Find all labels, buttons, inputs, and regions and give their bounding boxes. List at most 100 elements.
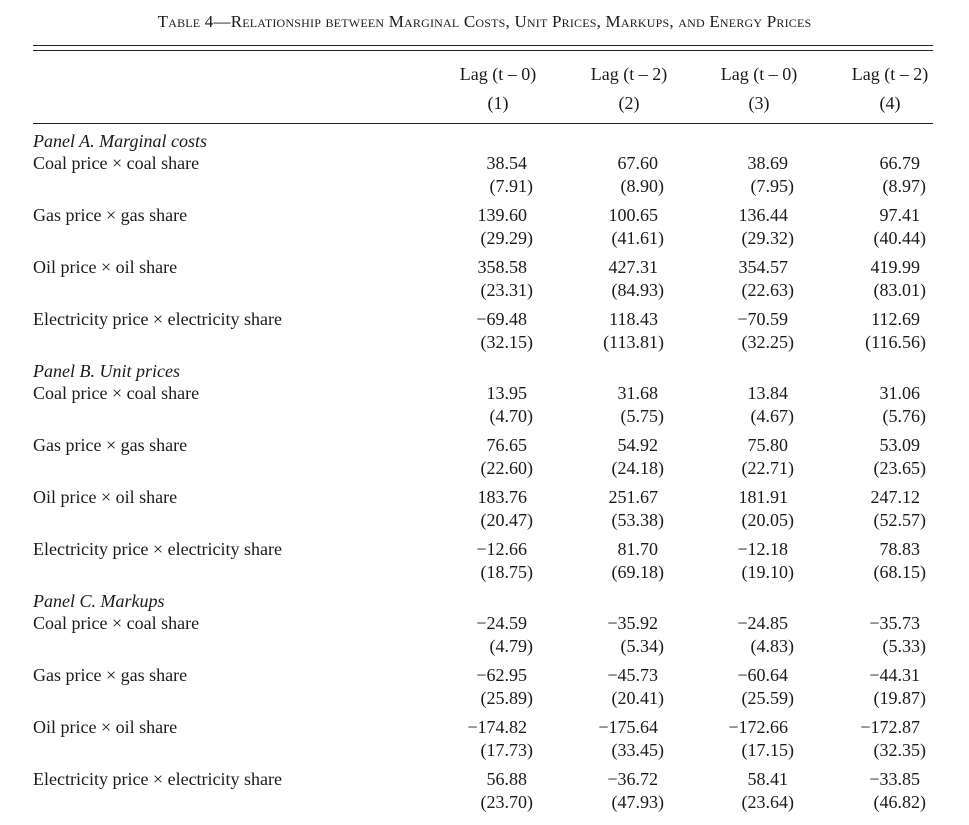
standard-error-cell: (20.41) — [611, 688, 665, 708]
coefficient-cell: −36.72 — [607, 769, 658, 789]
coefficient-cell: −69.48 — [476, 309, 527, 329]
coefficient-cell: 67.60 — [617, 153, 659, 173]
coefficient-cell: 81.70 — [617, 539, 659, 559]
coefficient-cell: 181.91 — [738, 487, 789, 507]
coefficient-cell: 13.84 — [747, 383, 789, 403]
coefficient-cell: 13.95 — [486, 383, 528, 403]
standard-error-cell: (22.60) — [480, 458, 534, 478]
coefficient-cell: 78.83 — [879, 539, 921, 559]
coefficient-cell: 247.12 — [870, 487, 921, 507]
coefficient-cell: 31.68 — [617, 383, 659, 403]
standard-error-cell: (17.15) — [741, 740, 795, 760]
top-rule-2 — [33, 50, 933, 51]
standard-error-cell: (113.81) — [603, 332, 664, 352]
standard-error-cell: (18.75) — [480, 562, 534, 582]
coefficient-cell: 136.44 — [738, 205, 789, 225]
standard-error-cell: (7.95) — [750, 176, 795, 196]
column-header-lag-4: Lag (t – 2) — [851, 64, 929, 84]
standard-error-cell: (23.70) — [480, 792, 534, 812]
standard-error-cell: (25.59) — [741, 688, 795, 708]
standard-error-cell: (5.34) — [620, 636, 665, 656]
table-title-text: Table 4—Relationship between Marginal Co… — [157, 12, 812, 31]
coefficient-cell: −35.92 — [607, 613, 658, 633]
standard-error-cell: (23.31) — [480, 280, 534, 300]
row-label: Oil price × oil share — [33, 257, 178, 277]
coefficient-cell: −44.31 — [869, 665, 920, 685]
standard-error-cell: (5.33) — [882, 636, 927, 656]
coefficient-cell: 76.65 — [486, 435, 528, 455]
row-label: Gas price × gas share — [33, 435, 188, 455]
row-label: Oil price × oil share — [33, 717, 178, 737]
standard-error-cell: (5.76) — [882, 406, 927, 426]
standard-error-cell: (47.93) — [611, 792, 665, 812]
standard-error-cell: (83.01) — [873, 280, 927, 300]
row-label: Gas price × gas share — [33, 665, 188, 685]
standard-error-cell: (22.71) — [741, 458, 795, 478]
coefficient-cell: 251.67 — [608, 487, 659, 507]
coefficient-cell: −24.59 — [476, 613, 527, 633]
coefficient-cell: 118.43 — [609, 309, 658, 329]
standard-error-cell: (19.10) — [741, 562, 795, 582]
standard-error-cell: (8.97) — [882, 176, 927, 196]
row-label: Electricity price × electricity share — [33, 539, 283, 559]
coefficient-cell: −45.73 — [607, 665, 658, 685]
coefficient-cell: 66.79 — [879, 153, 921, 173]
coefficient-cell: −24.85 — [737, 613, 788, 633]
standard-error-cell: (69.18) — [611, 562, 665, 582]
table-title: Table 4—Relationship between Marginal Co… — [0, 12, 969, 32]
coefficient-cell: 354.57 — [738, 257, 789, 277]
row-label: Coal price × coal share — [33, 613, 200, 633]
coefficient-cell: −70.59 — [737, 309, 788, 329]
column-header-number-4: (4) — [879, 93, 901, 113]
standard-error-cell: (23.64) — [741, 792, 795, 812]
standard-error-cell: (32.15) — [480, 332, 534, 352]
standard-error-cell: (20.47) — [480, 510, 534, 530]
coefficient-cell: −174.82 — [467, 717, 527, 737]
coefficient-cell: 427.31 — [608, 257, 659, 277]
row-label: Coal price × coal share — [33, 153, 200, 173]
column-header-number-3: (3) — [748, 93, 770, 113]
standard-error-cell: (52.57) — [873, 510, 927, 530]
standard-error-cell: (32.35) — [873, 740, 927, 760]
coefficient-cell: −33.85 — [869, 769, 920, 789]
row-label: Gas price × gas share — [33, 205, 188, 225]
coefficient-cell: 183.76 — [477, 487, 528, 507]
column-header-lag-3: Lag (t – 0) — [720, 64, 798, 84]
standard-error-cell: (17.73) — [480, 740, 534, 760]
standard-error-cell: (68.15) — [873, 562, 927, 582]
standard-error-cell: (53.38) — [611, 510, 665, 530]
standard-error-cell: (7.91) — [489, 176, 534, 196]
coefficient-cell: 139.60 — [477, 205, 528, 225]
panel-label: Panel A. Marginal costs — [33, 131, 207, 151]
coefficient-cell: −60.64 — [737, 665, 788, 685]
standard-error-cell: (22.63) — [741, 280, 795, 300]
coefficient-cell: 31.06 — [879, 383, 921, 403]
coefficient-cell: 100.65 — [608, 205, 659, 225]
row-label: Oil price × oil share — [33, 487, 178, 507]
standard-error-cell: (29.29) — [480, 228, 534, 248]
standard-error-cell: (4.79) — [489, 636, 534, 656]
row-label: Electricity price × electricity share — [33, 309, 283, 329]
standard-error-cell: (8.90) — [620, 176, 665, 196]
row-label: Coal price × coal share — [33, 383, 200, 403]
standard-error-cell: (4.67) — [750, 406, 795, 426]
column-header-number-1: (1) — [487, 93, 509, 113]
row-label: Electricity price × electricity share — [33, 769, 283, 789]
standard-error-cell: (25.89) — [480, 688, 534, 708]
coefficient-cell: −35.73 — [869, 613, 920, 633]
coefficient-cell: −172.66 — [728, 717, 788, 737]
standard-error-cell: (5.75) — [620, 406, 665, 426]
coefficient-cell: 97.41 — [879, 205, 921, 225]
coefficient-cell: −12.18 — [737, 539, 788, 559]
panel-label: Panel C. Markups — [33, 591, 165, 611]
coefficient-cell: 419.99 — [870, 257, 921, 277]
coefficient-cell: 53.09 — [879, 435, 921, 455]
standard-error-cell: (24.18) — [611, 458, 665, 478]
top-rule-1 — [33, 45, 933, 46]
column-header-lag-1: Lag (t – 0) — [459, 64, 537, 84]
coefficient-cell: 38.69 — [747, 153, 789, 173]
coefficient-cell: 38.54 — [486, 153, 528, 173]
standard-error-cell: (40.44) — [873, 228, 927, 248]
coefficient-cell: −12.66 — [476, 539, 527, 559]
coefficient-cell: 358.58 — [477, 257, 528, 277]
